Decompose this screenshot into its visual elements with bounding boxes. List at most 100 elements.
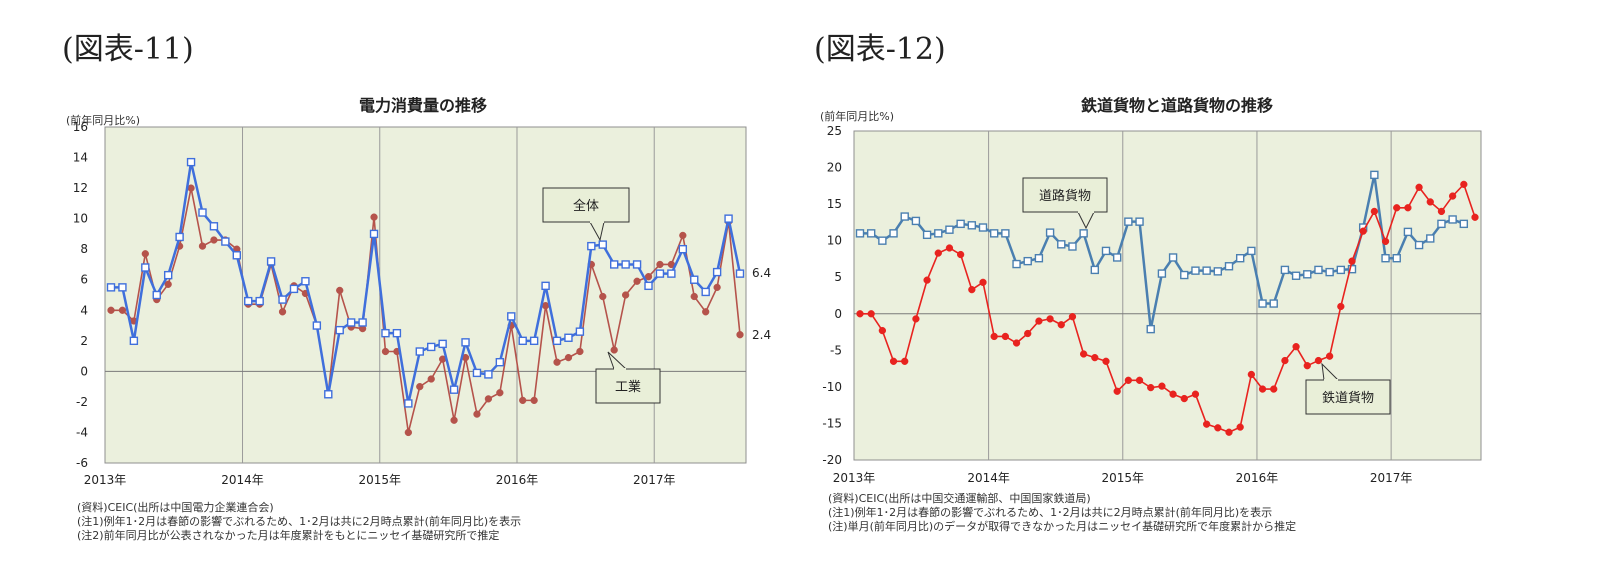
road-freight-point — [1448, 215, 1457, 224]
industry-point — [496, 389, 504, 397]
industry-point — [519, 396, 527, 405]
road-freight-point — [1269, 299, 1278, 308]
rail-freight-point — [1012, 339, 1021, 347]
road-freight-point — [1135, 217, 1144, 226]
y-tick-label: 0 — [80, 364, 88, 378]
industry-point — [599, 292, 607, 301]
x-tick-label: 2016年 — [1236, 471, 1279, 485]
total-point — [381, 328, 390, 338]
y-tick-label: 8 — [80, 242, 88, 256]
rail-freight-point — [1202, 420, 1211, 428]
y-tick-label: 12 — [73, 181, 88, 195]
rail-freight-point — [1370, 207, 1379, 216]
rail-freight-point — [945, 244, 954, 252]
rail-freight-point — [1169, 390, 1177, 398]
total-point — [644, 281, 653, 291]
rail-freight-point — [1068, 313, 1077, 321]
road-freight-point — [1459, 219, 1469, 229]
callout-label: 全体 — [573, 198, 599, 214]
road-freight-point — [1370, 170, 1379, 180]
total-point — [735, 269, 745, 278]
total-point — [472, 368, 482, 378]
total-point — [598, 240, 607, 249]
road-freight-point — [1314, 265, 1323, 275]
rail-freight-point — [1325, 352, 1334, 360]
rail-freight-point — [1247, 370, 1256, 379]
total-point — [404, 399, 413, 408]
road-freight-point — [900, 212, 909, 221]
x-tick-label: 2014年 — [967, 471, 1010, 485]
total-point — [427, 342, 436, 352]
callout-label: 道路貨物 — [1039, 188, 1091, 204]
total-point — [632, 260, 642, 269]
rail-freight-point — [1035, 317, 1043, 325]
industry-point — [381, 347, 390, 356]
total-point — [712, 267, 722, 277]
y-tick-label: -20 — [822, 453, 842, 467]
industry-point — [644, 273, 653, 281]
rail-freight-point — [1460, 180, 1468, 189]
rail-freight-point — [1057, 321, 1065, 329]
y-tick-label: 5 — [834, 270, 842, 284]
source-note: (資料)CEIC(出所は中国電力企業連合会) — [77, 501, 274, 514]
total-point — [438, 339, 447, 349]
x-tick-label: 2013年 — [833, 471, 876, 485]
total-point — [449, 385, 459, 394]
y-tick-label: 6 — [80, 273, 88, 287]
industry-point — [278, 308, 287, 316]
electricity-consumption-chart: -6 -4 -2 0 2 4 6 8 10 12 14 16 2013年 2014年 2015年 2016年 2… — [73, 120, 771, 487]
rail-freight-point — [912, 315, 920, 323]
chart-title: 電力消費量の推移 — [358, 96, 487, 115]
figure-11-panel: (図表-11) 電力消費量の推移 (前年同月比%) -6 -4 -2 0 2 4 6 8 10 1… — [62, 32, 771, 542]
y-tick-label: -4 — [76, 425, 88, 439]
total-point — [175, 232, 184, 242]
total-point — [358, 318, 367, 327]
y-tick-label: -2 — [76, 395, 88, 409]
road-freight-point — [978, 223, 988, 232]
total-point — [209, 222, 219, 231]
industry-point — [416, 382, 424, 391]
total-point — [518, 336, 527, 346]
rail-freight-point — [968, 286, 976, 294]
road-freight-point — [1235, 254, 1245, 263]
industry-point — [530, 396, 538, 405]
industry-point — [736, 331, 744, 339]
total-point — [552, 336, 562, 346]
road-freight-point — [1012, 259, 1021, 269]
rail-freight-point — [901, 357, 909, 365]
total-point — [461, 338, 470, 347]
y-tick-label: 16 — [73, 120, 88, 134]
figure-12-panel: (図表-12) 鉄道貨物と道路貨物の推移 (前年同月比%) -20 -15 -10-… — [812, 0, 1623, 576]
total-point — [255, 296, 264, 306]
total-point — [266, 257, 276, 266]
rail-freight-point — [1024, 329, 1032, 338]
industry-point — [450, 416, 458, 424]
industry-point — [484, 395, 493, 403]
total-point — [610, 260, 619, 269]
rail-freight-point — [990, 332, 998, 341]
total-point — [369, 229, 379, 239]
total-point — [564, 333, 573, 342]
total-point — [152, 290, 161, 300]
rail-freight-series-line — [860, 183, 1476, 434]
rail-freight-point — [856, 310, 864, 318]
road-freight-point — [1291, 271, 1301, 280]
road-freight-point — [1224, 262, 1234, 271]
road-freight-point — [934, 229, 943, 238]
chart-title: 鉄道貨物と道路貨物の推移 — [1080, 96, 1273, 115]
rail-freight-point — [1113, 387, 1121, 395]
road-freight-point — [1414, 240, 1424, 250]
total-point — [621, 260, 630, 269]
total-point — [587, 241, 596, 251]
rail-freight-point — [1314, 356, 1323, 365]
road-freight-point — [1336, 265, 1346, 275]
road-freight-point — [1403, 227, 1413, 237]
y-tick-label: -15 — [822, 416, 842, 430]
rail-freight-point — [1091, 353, 1099, 362]
rail-freight-point — [1214, 424, 1222, 432]
rail-freight-point — [1225, 428, 1233, 436]
y-tick-label: -6 — [76, 456, 88, 470]
industry-point — [702, 308, 710, 316]
total-point — [724, 214, 733, 223]
x-tick-label: 2017年 — [1370, 471, 1413, 485]
